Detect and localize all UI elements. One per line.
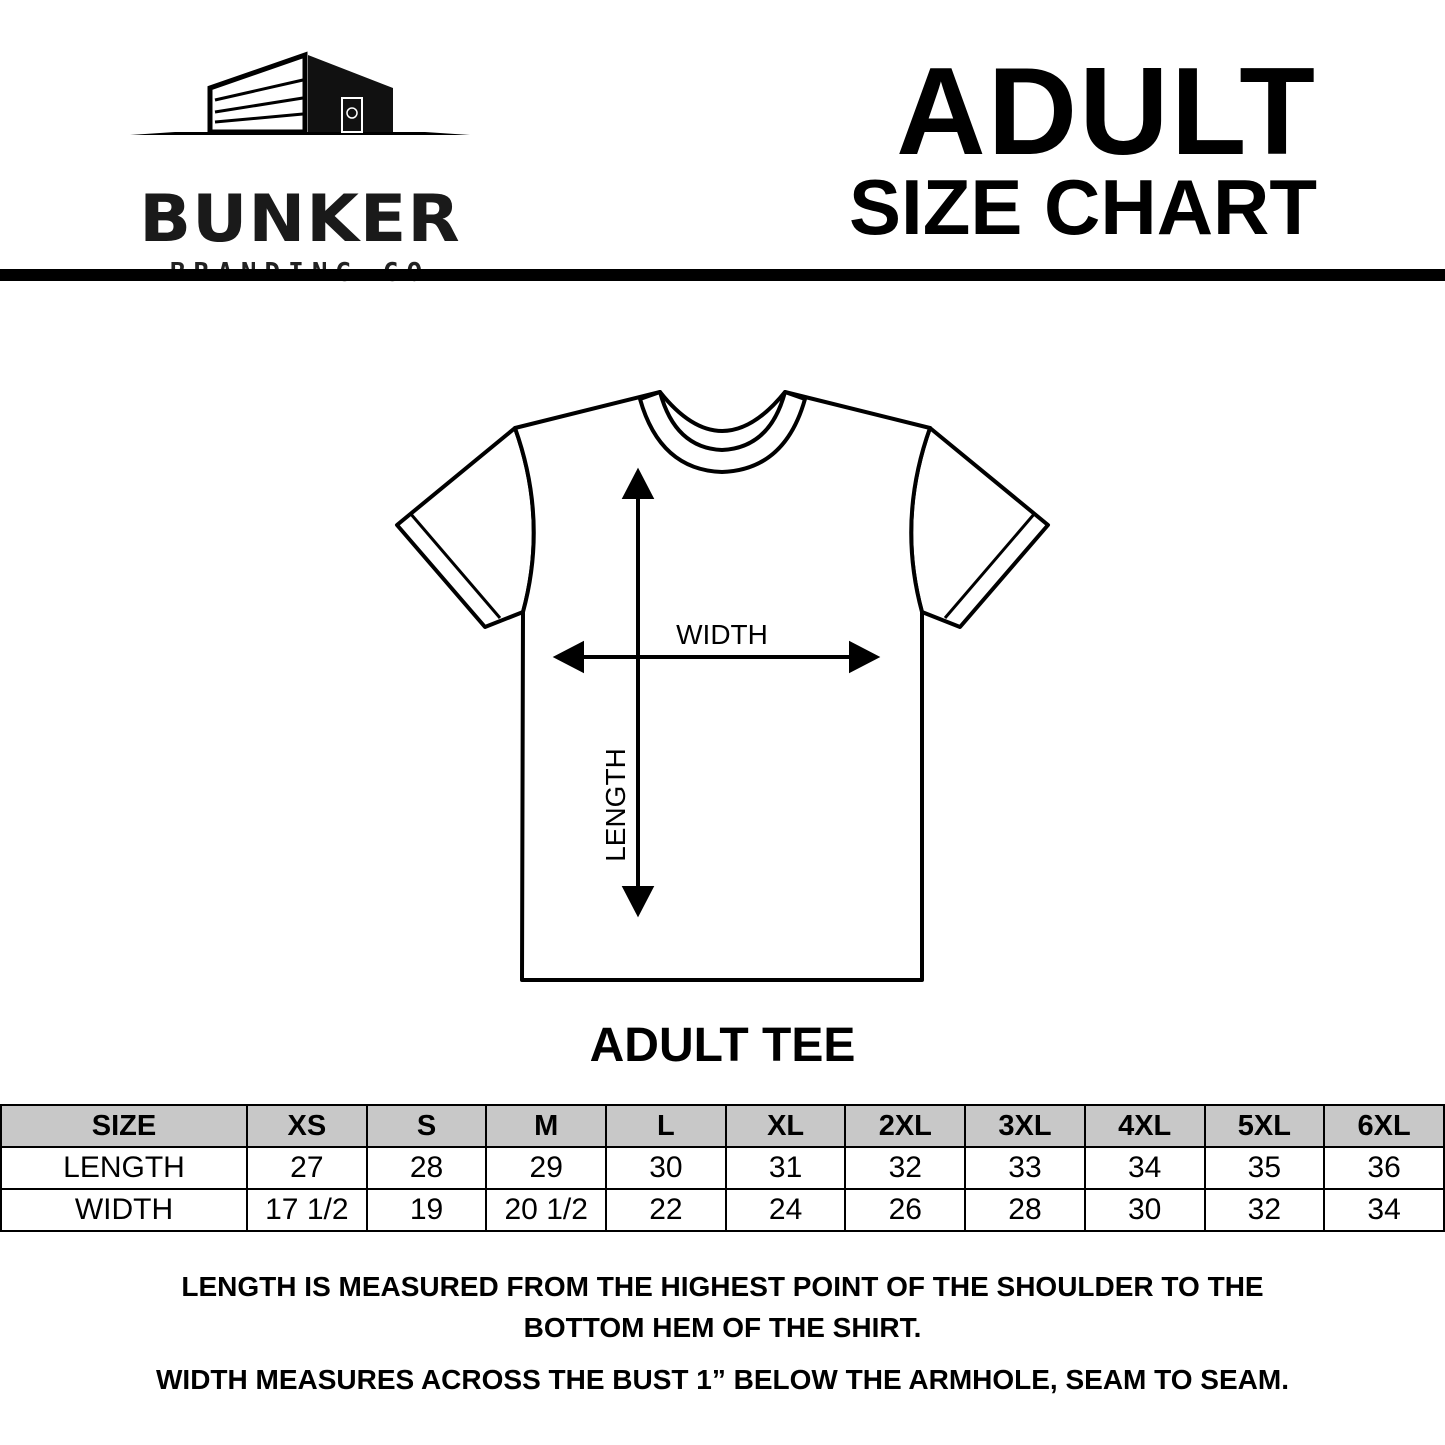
table-cell: 20 1/2 <box>485 1188 608 1232</box>
table-cell: 35 <box>1203 1146 1326 1190</box>
garment-label: ADULT TEE <box>589 1019 856 1072</box>
table-row: LENGTH 27 28 29 30 31 32 33 34 35 36 <box>0 1146 1445 1190</box>
header-cell: S <box>365 1104 488 1148</box>
header-cell: L <box>605 1104 727 1148</box>
table-cell: 22 <box>605 1188 727 1232</box>
table-header-row: SIZE XS S M L XL 2XL 3XL 4XL 5XL 6XL <box>0 1104 1445 1148</box>
divider <box>0 269 1445 281</box>
collar <box>638 390 807 474</box>
table-cell: 19 <box>365 1188 488 1232</box>
length-label: LENGTH <box>600 748 631 862</box>
header-cell: SIZE <box>0 1104 248 1148</box>
page-subtitle: SIZE CHART <box>849 163 1317 251</box>
logo-wordmark: BUNKER <box>139 181 461 258</box>
header-cell: 5XL <box>1203 1104 1326 1148</box>
table-cell: 32 <box>844 1146 967 1190</box>
length-arrow <box>621 467 655 918</box>
tshirt-diagram: WIDTH LENGTH <box>395 390 1050 982</box>
row-label: WIDTH <box>0 1188 248 1232</box>
row-label: LENGTH <box>0 1146 248 1190</box>
header-cell: M <box>485 1104 608 1148</box>
size-table: SIZE XS S M L XL 2XL 3XL 4XL 5XL 6XL LEN… <box>0 1104 1445 1232</box>
table-cell: 17 1/2 <box>246 1188 368 1232</box>
table-cell: 34 <box>1323 1188 1445 1232</box>
header-cell: XL <box>724 1104 847 1148</box>
page-title: ADULT <box>896 43 1317 181</box>
table-cell: 31 <box>724 1146 847 1190</box>
left-sleeve <box>395 426 536 629</box>
header-cell: 6XL <box>1323 1104 1445 1148</box>
table-row: WIDTH 17 1/2 19 20 1/2 22 24 26 28 30 32… <box>0 1188 1445 1232</box>
right-sleeve <box>909 426 1050 629</box>
table-cell: 28 <box>365 1146 488 1190</box>
header-cell: 4XL <box>1083 1104 1206 1148</box>
table-cell: 34 <box>1083 1146 1206 1190</box>
shirt-body <box>513 390 932 982</box>
table-cell: 30 <box>605 1146 727 1190</box>
table-cell: 24 <box>724 1188 847 1232</box>
header-cell: 2XL <box>844 1104 967 1148</box>
length-note: LENGTH IS MEASURED FROM THE HIGHEST POIN… <box>181 1271 1264 1343</box>
table-cell: 29 <box>485 1146 608 1190</box>
table-cell: 32 <box>1203 1188 1326 1232</box>
width-note: WIDTH MEASURES ACROSS THE BUST 1” BELOW … <box>155 1364 1289 1395</box>
width-label: WIDTH <box>676 619 768 650</box>
header-cell: 3XL <box>964 1104 1086 1148</box>
table-cell: 28 <box>964 1188 1086 1232</box>
table-cell: 27 <box>246 1146 368 1190</box>
table-cell: 36 <box>1323 1146 1445 1190</box>
bunker-building-icon <box>130 51 470 135</box>
table-cell: 30 <box>1083 1188 1206 1232</box>
table-cell: 26 <box>844 1188 967 1232</box>
width-arrow <box>552 640 881 674</box>
table-cell: 33 <box>964 1146 1086 1190</box>
brand-logo: BUNKER BRANDING CO <box>125 50 475 288</box>
header-cell: XS <box>246 1104 368 1148</box>
